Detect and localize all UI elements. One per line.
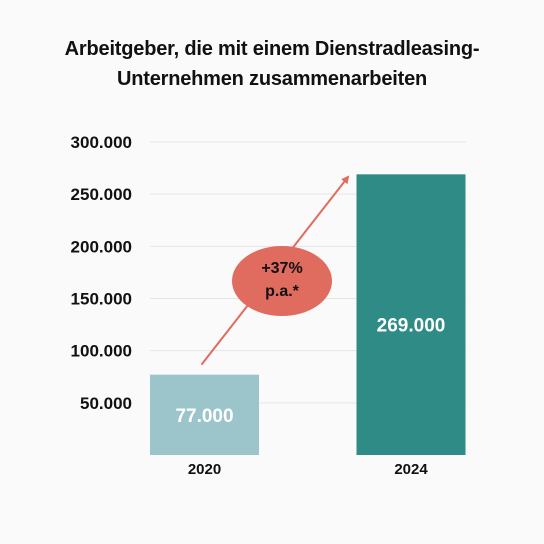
y-tick-label-2: 150.000 xyxy=(71,290,132,309)
y-tick-label-3: 200.000 xyxy=(71,237,132,256)
growth-badge-line-2: p.a.* xyxy=(265,283,300,300)
y-tick-label-0: 50.000 xyxy=(80,394,132,413)
bar-2020 xyxy=(150,374,259,455)
chart-title-line-2: Unternehmen zusammenarbeiten xyxy=(116,68,428,90)
x-tick-label-2020: 2020 xyxy=(188,461,221,478)
y-tick-label-4: 250.000 xyxy=(71,185,132,204)
bars: 77.000 269.000 xyxy=(150,174,466,456)
growth-badge: +37% p.a.* xyxy=(232,246,332,316)
growth-badge-line-1: +37% xyxy=(261,260,302,277)
data-label-2024: 269.000 xyxy=(377,316,446,337)
x-axis-ticks: 2020 2024 xyxy=(188,461,429,478)
y-tick-label-1: 100.000 xyxy=(71,342,132,361)
x-tick-label-2024: 2024 xyxy=(394,461,428,478)
bar-2024 xyxy=(356,174,466,456)
data-label-2020: 77.000 xyxy=(175,406,233,427)
y-axis-ticks: 50.000 100.000 150.000 200.000 250.000 300.00… xyxy=(71,133,132,413)
growth-badge-ellipse xyxy=(232,246,332,316)
chart-title-line-1: Arbeitgeber, die mit einem Dienstradleas… xyxy=(64,38,480,60)
chart-title: Arbeitgeber, die mit einem Dienstradleas… xyxy=(0,34,544,94)
y-tick-label-5: 300.000 xyxy=(71,133,132,152)
